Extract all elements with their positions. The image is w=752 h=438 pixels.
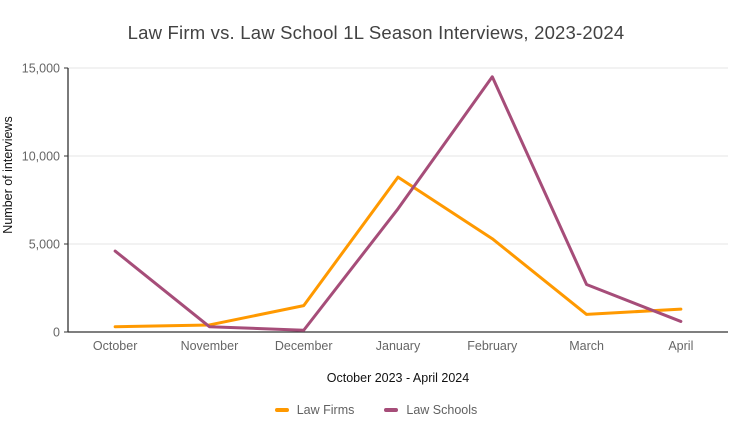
series-line-law-firms[interactable]	[113, 175, 683, 329]
legend-label-law-schools: Law Schools	[406, 403, 478, 417]
x-axis-title: October 2023 - April 2024	[327, 371, 469, 385]
x-tick-label: February	[467, 339, 518, 353]
y-tick-label: 10,000	[22, 150, 60, 164]
legend: Law Firms Law Schools	[0, 403, 752, 417]
x-tick-label: March	[569, 339, 604, 353]
x-tick-label: November	[181, 339, 239, 353]
y-tick-label: 5,000	[29, 238, 60, 252]
legend-label-law-firms: Law Firms	[296, 403, 355, 417]
y-axis-title: Number of interviews	[1, 116, 15, 233]
y-tick-label: 0	[53, 326, 60, 340]
law-firms-swatch-icon	[274, 408, 289, 412]
chart-title: Law Firm vs. Law School 1L Season Interv…	[127, 22, 625, 43]
series-line-law-schools[interactable]	[113, 75, 683, 332]
x-tick-label: October	[93, 339, 137, 353]
legend-item-law-firms[interactable]: Law Firms	[274, 403, 355, 417]
x-tick-label: December	[275, 339, 333, 353]
x-tick-label: April	[668, 339, 693, 353]
law-schools-swatch-icon	[384, 408, 399, 412]
legend-item-law-schools[interactable]: Law Schools	[384, 403, 477, 417]
y-tick-label: 15,000	[22, 62, 60, 76]
x-tick-label: January	[376, 339, 421, 353]
